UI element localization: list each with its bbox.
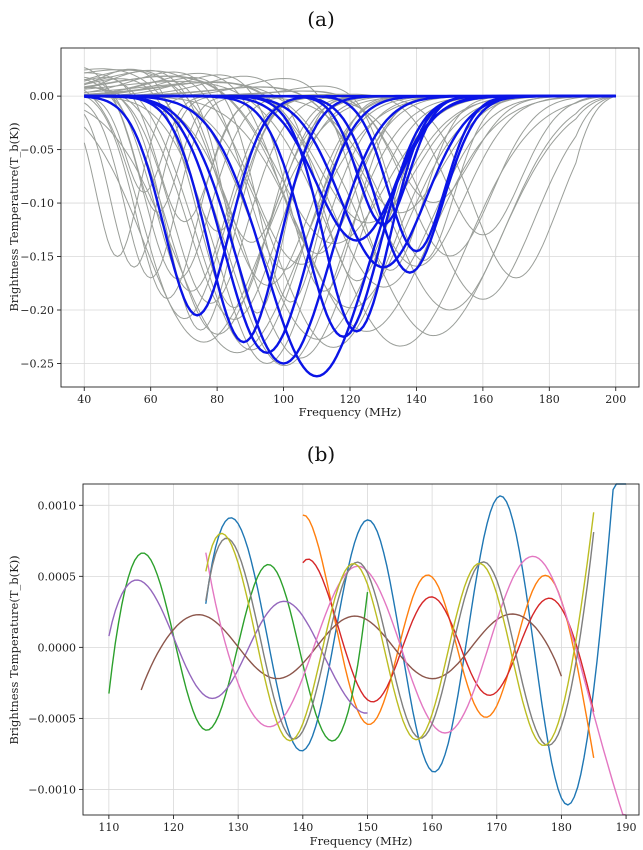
a-x-tick-label: 60 xyxy=(144,393,158,406)
b-x-tick-label: 140 xyxy=(292,821,313,834)
b-y-tick-label: 0.0000 xyxy=(38,641,77,654)
panel-b-series-line xyxy=(205,552,627,816)
panel-b-series-line xyxy=(302,558,595,713)
a-y-tick-label: 0.00 xyxy=(30,90,55,103)
b-x-tick-label: 130 xyxy=(228,821,249,834)
a-x-tick-label: 200 xyxy=(605,393,626,406)
b-y-tick-label: 0.0005 xyxy=(38,570,77,583)
b-y-tick-label: 0.0010 xyxy=(38,499,77,512)
a-y-tick-label: −0.25 xyxy=(20,357,54,370)
a-x-tick-label: 160 xyxy=(472,393,493,406)
a-x-tick-label: 140 xyxy=(406,393,427,406)
panel-b-grid xyxy=(83,484,639,815)
b-x-tick-label: 120 xyxy=(163,821,184,834)
a-x-tick-label: 80 xyxy=(210,393,224,406)
b-y-tick-label: −0.0010 xyxy=(28,783,76,796)
a-y-tick-label: −0.05 xyxy=(20,144,54,157)
panel-a-y-axis-label: Brightness Temperature(T_b(K)) xyxy=(7,122,21,311)
panel-a-x-axis-label: Frequency (MHz) xyxy=(299,405,402,419)
a-x-tick-label: 100 xyxy=(273,393,294,406)
b-x-tick-label: 110 xyxy=(98,821,119,834)
panel-b-curves xyxy=(108,483,627,816)
a-x-tick-label: 40 xyxy=(77,393,91,406)
panel-b-label: (b) xyxy=(307,442,335,466)
panel-b-frame xyxy=(82,483,640,816)
panel-b-y-ticks: −0.0010 −0.0005 0.0000 0.0005 0.0010 xyxy=(28,499,83,796)
b-x-tick-label: 160 xyxy=(422,821,443,834)
panel-a-x-ticks: 40 60 80 100 120 140 160 180 200 xyxy=(77,387,626,406)
panel-b-x-ticks: 110 120 130 140 150 160 170 180 190 xyxy=(98,815,637,834)
a-y-tick-label: −0.10 xyxy=(20,197,54,210)
panel-a-label: (a) xyxy=(307,7,335,31)
panel-b-series-line xyxy=(108,552,369,742)
panel-b-series-line xyxy=(205,532,595,747)
a-x-tick-label: 180 xyxy=(539,393,560,406)
panel-a: (a) 40 60 80 100 120 140 160 180 200 −0.25−0.20−… xyxy=(7,7,640,419)
b-x-tick-label: 180 xyxy=(551,821,572,834)
b-y-tick-label: −0.0005 xyxy=(28,712,76,725)
a-x-tick-label: 120 xyxy=(340,393,361,406)
panel-a-highlight-curve xyxy=(84,94,616,253)
panel-b-y-axis-label: Brightness Temperature(T_b(K)) xyxy=(7,555,21,744)
panel-b-x-axis-label: Frequency (MHz) xyxy=(310,834,413,848)
panel-a-y-ticks: −0.25 −0.20 −0.15 −0.10 −0.05 0.00 xyxy=(20,90,61,370)
a-y-tick-label: −0.15 xyxy=(20,251,54,264)
b-x-tick-label: 190 xyxy=(616,821,637,834)
panel-b-series-line xyxy=(302,514,595,759)
panel-b-series-line xyxy=(205,483,627,806)
panel-b-series-line xyxy=(140,613,563,691)
b-x-tick-label: 150 xyxy=(357,821,378,834)
b-x-tick-label: 170 xyxy=(486,821,507,834)
panel-b-series-line xyxy=(205,512,595,747)
panel-a-highlight-curves xyxy=(84,94,616,378)
a-y-tick-label: −0.20 xyxy=(20,304,54,317)
panel-b: (b) 110 120 130 140 150 160 170 180 190 −0.0010−… xyxy=(7,442,640,848)
